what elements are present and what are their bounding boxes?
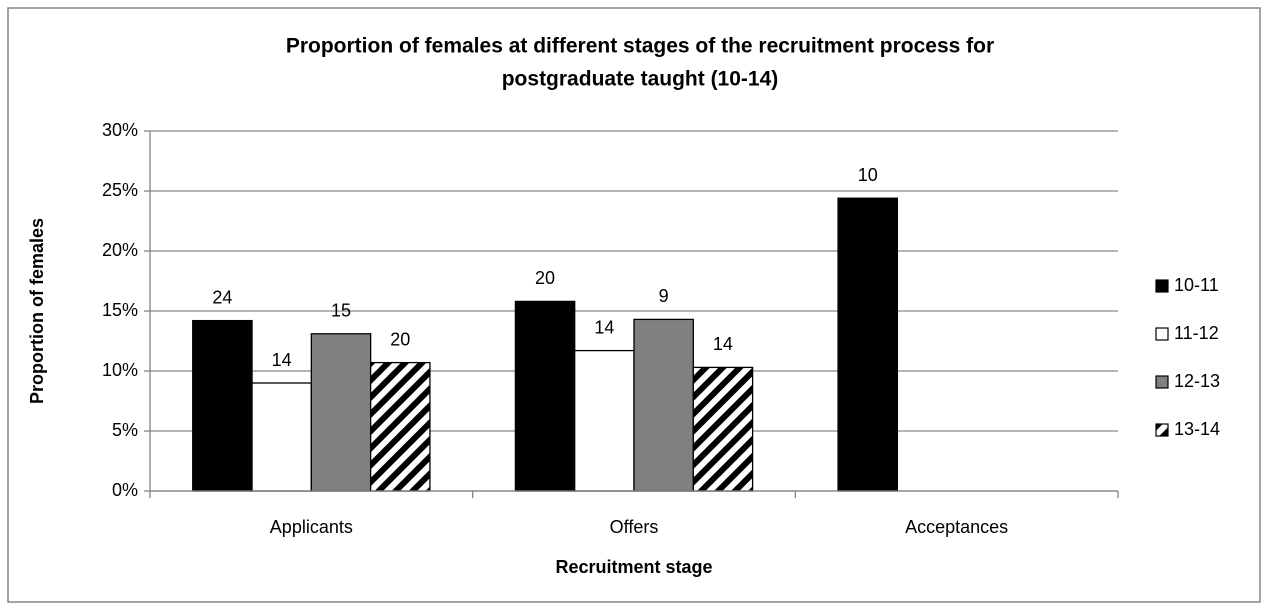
y-tick-label: 25% <box>102 180 138 200</box>
bar <box>251 382 312 492</box>
data-label: 20 <box>390 329 410 349</box>
chart-title: Proportion of females at different stage… <box>286 35 994 58</box>
bar <box>633 318 694 492</box>
legend-label: 13-14 <box>1174 419 1220 439</box>
x-tick-label: Offers <box>610 517 659 537</box>
y-tick-label: 30% <box>102 120 138 140</box>
bar <box>514 300 576 492</box>
data-label: 24 <box>212 287 232 307</box>
y-tick-label: 5% <box>112 420 138 440</box>
data-label: 14 <box>713 334 733 354</box>
data-label: 15 <box>331 301 351 321</box>
legend-swatch <box>1155 375 1169 389</box>
y-tick-label: 0% <box>112 480 138 500</box>
data-label: 14 <box>594 317 614 337</box>
y-tick-label: 20% <box>102 240 138 260</box>
x-tick-label: Applicants <box>270 517 353 537</box>
y-axis-title: Proportion of females <box>27 218 47 404</box>
bar <box>310 333 372 492</box>
x-tick-label: Acceptances <box>905 517 1008 537</box>
data-label: 9 <box>659 286 669 306</box>
data-label: 10 <box>858 165 878 185</box>
legend-label: 11-12 <box>1174 323 1219 343</box>
data-label: 14 <box>272 350 292 370</box>
legend-label: 12-13 <box>1174 371 1220 391</box>
legend-swatch <box>1155 423 1169 437</box>
y-tick-label: 10% <box>102 360 138 380</box>
bar <box>692 366 754 492</box>
data-label: 20 <box>535 268 555 288</box>
bar <box>837 197 899 492</box>
legend-label: 10-11 <box>1174 275 1219 295</box>
y-tick-label: 15% <box>102 300 138 320</box>
legend-swatch <box>1155 327 1169 341</box>
bar <box>369 361 431 492</box>
legend-swatch <box>1155 279 1169 293</box>
chart-title: postgraduate taught (10-14) <box>502 68 779 91</box>
x-axis-title: Recruitment stage <box>555 557 712 577</box>
bar <box>574 349 635 492</box>
chart-frame <box>7 7 1261 603</box>
bar <box>192 319 253 492</box>
